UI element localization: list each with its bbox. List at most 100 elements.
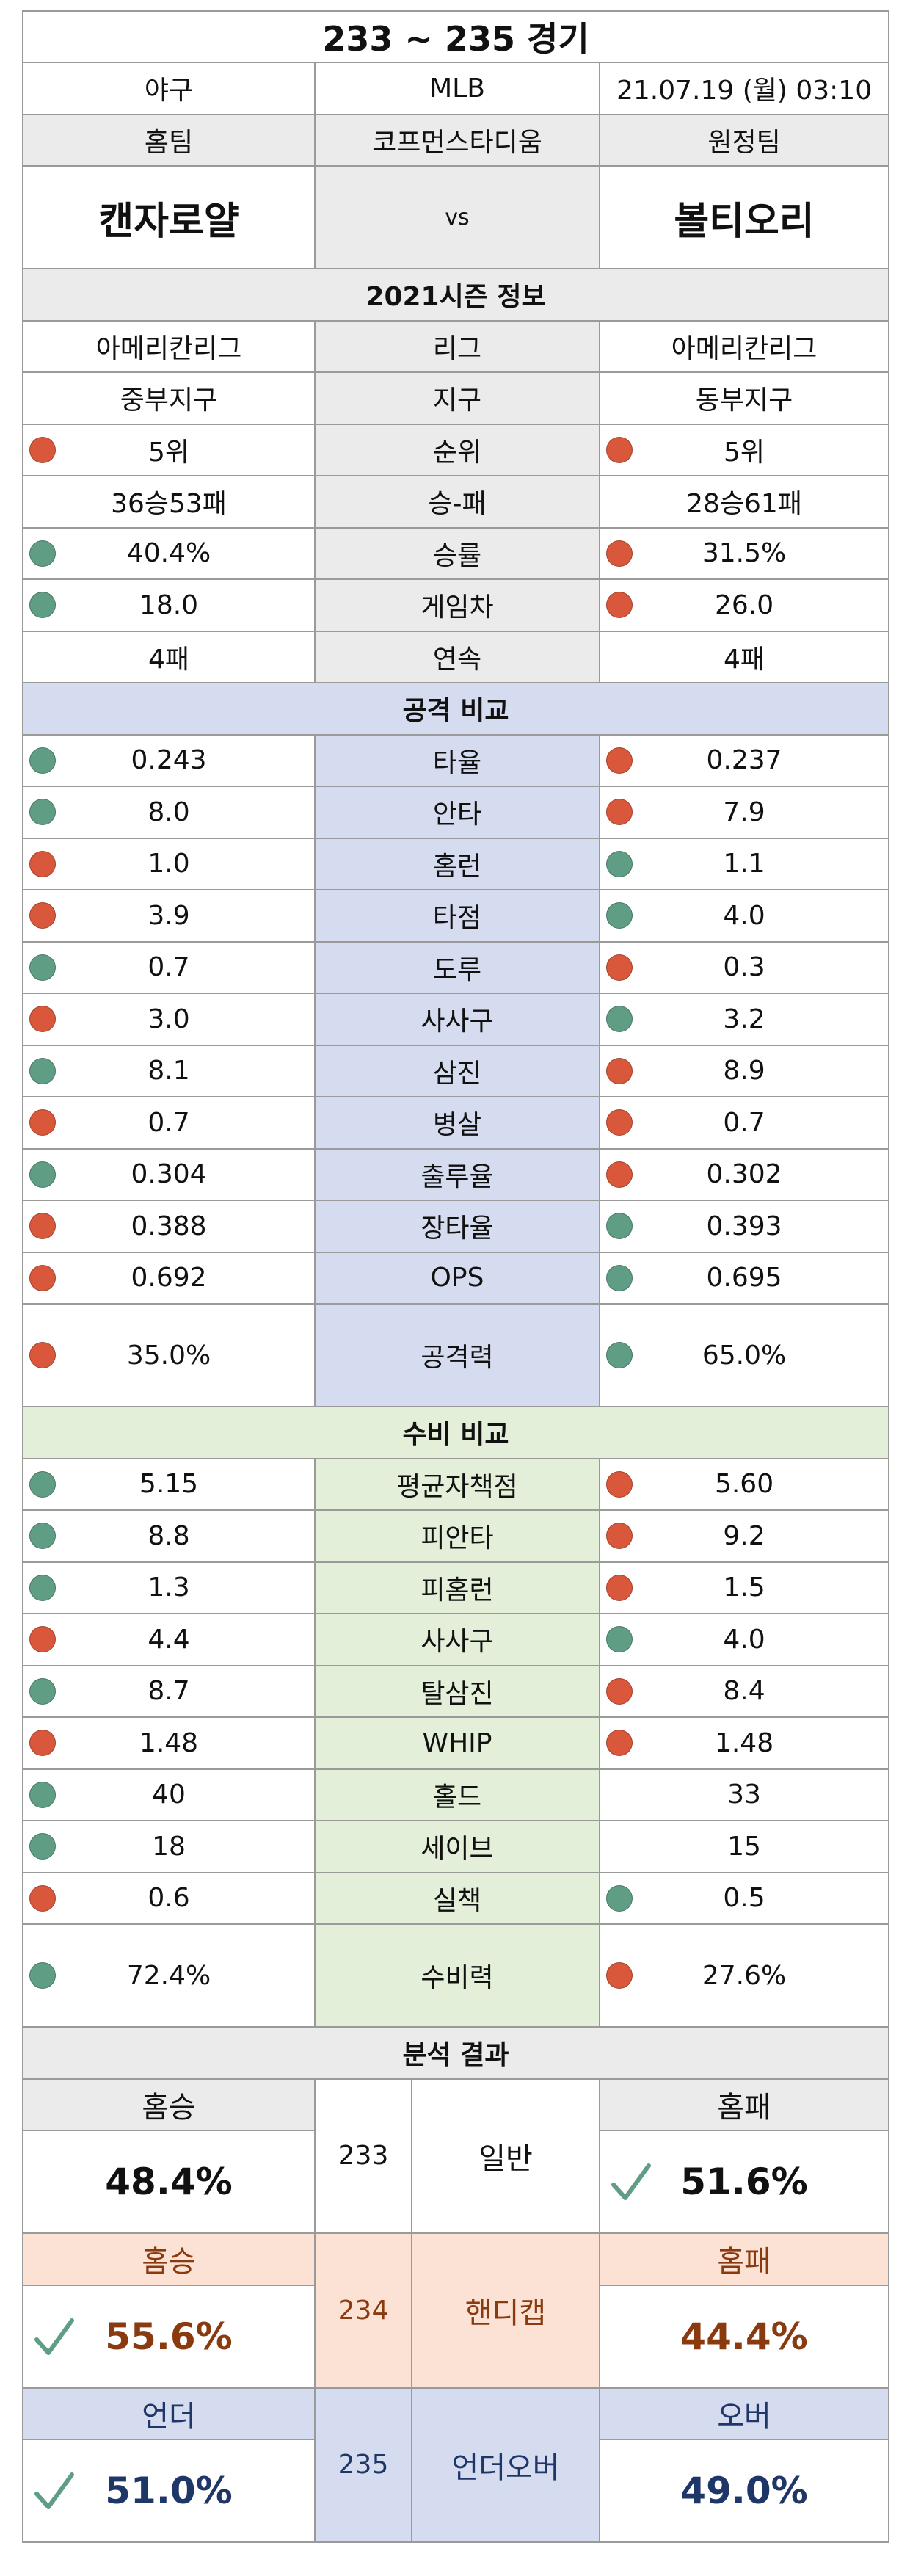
home-value: 0.243 (22, 733, 316, 787)
away-value-text: 1.5 (723, 1572, 765, 1603)
away-value: 4.0 (598, 889, 890, 943)
check-icon (34, 2472, 74, 2509)
offense-section-title: 공격 비교 (21, 682, 890, 736)
home-value-text: 1.48 (139, 1727, 199, 1758)
away-value-text: 0.393 (706, 1211, 782, 1241)
vs-label: vs (314, 165, 600, 269)
handicap-type: 핸디캡 (411, 2232, 600, 2389)
away-value: 0.5 (598, 1871, 890, 1925)
stat-label: 타점 (314, 889, 600, 943)
away-value-text: 3.2 (723, 1004, 765, 1034)
away-value: 26.0 (598, 578, 890, 632)
stat-label: 승-패 (314, 475, 600, 529)
away-value: 1.48 (598, 1716, 890, 1770)
home-value-text: 0.304 (131, 1159, 207, 1190)
green-dot-icon (29, 540, 56, 567)
normal-home-pct-text: 48.4% (105, 2160, 233, 2203)
red-dot-icon (606, 1574, 633, 1601)
red-dot-icon (606, 1677, 633, 1705)
away-value: 0.695 (598, 1251, 890, 1305)
home-value-text: 8.8 (148, 1520, 190, 1551)
home-value-text: 0.692 (131, 1263, 207, 1294)
home-value-text: 35.0% (126, 1340, 211, 1371)
red-dot-icon (29, 1884, 56, 1912)
away-value-text: 31.5% (702, 538, 787, 569)
green-dot-icon (606, 902, 633, 929)
analysis-sheet: 233 ~ 235 경기 야구 MLB 21.07.19 (월) 03:10 홈… (21, 10, 890, 2543)
underover-type: 언더오버 (411, 2387, 600, 2543)
home-value-text: 18.0 (139, 589, 199, 620)
underover-away-label: 오버 (598, 2387, 890, 2440)
underover-home-pct: 51.0% (22, 2439, 316, 2543)
red-dot-icon (29, 1264, 56, 1291)
red-dot-icon (29, 1213, 56, 1240)
underover-away-pct-text: 49.0% (680, 2470, 808, 2512)
home-value-text: 72.4% (126, 1960, 211, 1991)
normal-away-pct-text: 51.6% (680, 2160, 808, 2203)
red-dot-icon (606, 799, 633, 826)
away-value-text: 65.0% (702, 1340, 787, 1371)
home-value: 36승53패 (22, 475, 316, 529)
handicap-home-pct-text: 55.6% (105, 2315, 233, 2358)
stat-label: 공격력 (314, 1303, 600, 1407)
away-value-text: 4.0 (723, 1624, 765, 1655)
red-dot-icon (29, 850, 56, 877)
away-value-text: 0.695 (706, 1263, 782, 1294)
green-dot-icon (29, 1833, 56, 1860)
away-value-text: 아메리칸리그 (671, 333, 818, 364)
away-value: 5위 (598, 423, 890, 476)
green-dot-icon (29, 1161, 56, 1188)
stat-row: 4.4 사사구 4.0 (22, 1613, 890, 1666)
stat-label: 지구 (314, 371, 600, 425)
sport-cell: 야구 (22, 62, 316, 115)
stat-label: 피홈런 (314, 1561, 600, 1614)
home-value: 8.1 (22, 1044, 316, 1097)
away-value: 0.3 (598, 940, 890, 994)
away-value: 9.2 (598, 1509, 890, 1563)
green-dot-icon (606, 1884, 633, 1912)
away-value-text: 7.9 (723, 797, 765, 827)
red-dot-icon (29, 436, 56, 463)
handicap-home-pct: 55.6% (22, 2284, 316, 2389)
home-value: 0.692 (22, 1251, 316, 1305)
defense-section-title: 수비 비교 (21, 1406, 890, 1459)
underover-game-number: 235 (314, 2387, 412, 2543)
red-dot-icon (606, 1730, 633, 1757)
home-value-text: 8.0 (148, 797, 190, 827)
red-dot-icon (606, 1057, 633, 1084)
stat-row: 1.3 피홈런 1.5 (22, 1561, 890, 1614)
stat-row: 1.0 홈런 1.1 (22, 837, 890, 890)
stat-label: 수비력 (314, 1923, 600, 2028)
away-value-text: 15 (727, 1831, 761, 1862)
home-value: 3.9 (22, 889, 316, 943)
green-dot-icon (29, 1677, 56, 1705)
home-value: 아메리칸리그 (22, 319, 316, 373)
home-value-text: 4.4 (148, 1624, 190, 1655)
away-value: 31.5% (598, 526, 890, 580)
home-value-text: 8.1 (148, 1056, 190, 1086)
stat-label: 세이브 (314, 1820, 600, 1873)
red-dot-icon (606, 540, 633, 567)
stat-row: 4패 연속 4패 (22, 630, 890, 683)
stat-label: 사사구 (314, 1613, 600, 1666)
away-value-text: 4.0 (723, 900, 765, 931)
home-value: 3.0 (22, 993, 316, 1046)
green-dot-icon (606, 1213, 633, 1240)
away-value-text: 1.1 (723, 849, 765, 879)
home-value-text: 40 (152, 1779, 186, 1810)
home-value-text: 8.7 (148, 1676, 190, 1707)
away-value: 1.5 (598, 1561, 890, 1614)
stat-row: 0.7 도루 0.3 (22, 940, 890, 994)
away-value: 0.302 (598, 1147, 890, 1201)
green-dot-icon (606, 1342, 633, 1368)
stat-label: 사사구 (314, 993, 600, 1046)
home-value: 5.15 (22, 1457, 316, 1511)
stat-row: 아메리칸리그 리그 아메리칸리그 (22, 319, 890, 373)
stat-label: 실책 (314, 1871, 600, 1925)
green-dot-icon (606, 850, 633, 877)
away-value: 4.0 (598, 1613, 890, 1666)
home-value-text: 18 (152, 1831, 186, 1862)
home-value-text: 4패 (148, 644, 190, 675)
red-dot-icon (606, 954, 633, 981)
away-value: 동부지구 (598, 371, 890, 425)
